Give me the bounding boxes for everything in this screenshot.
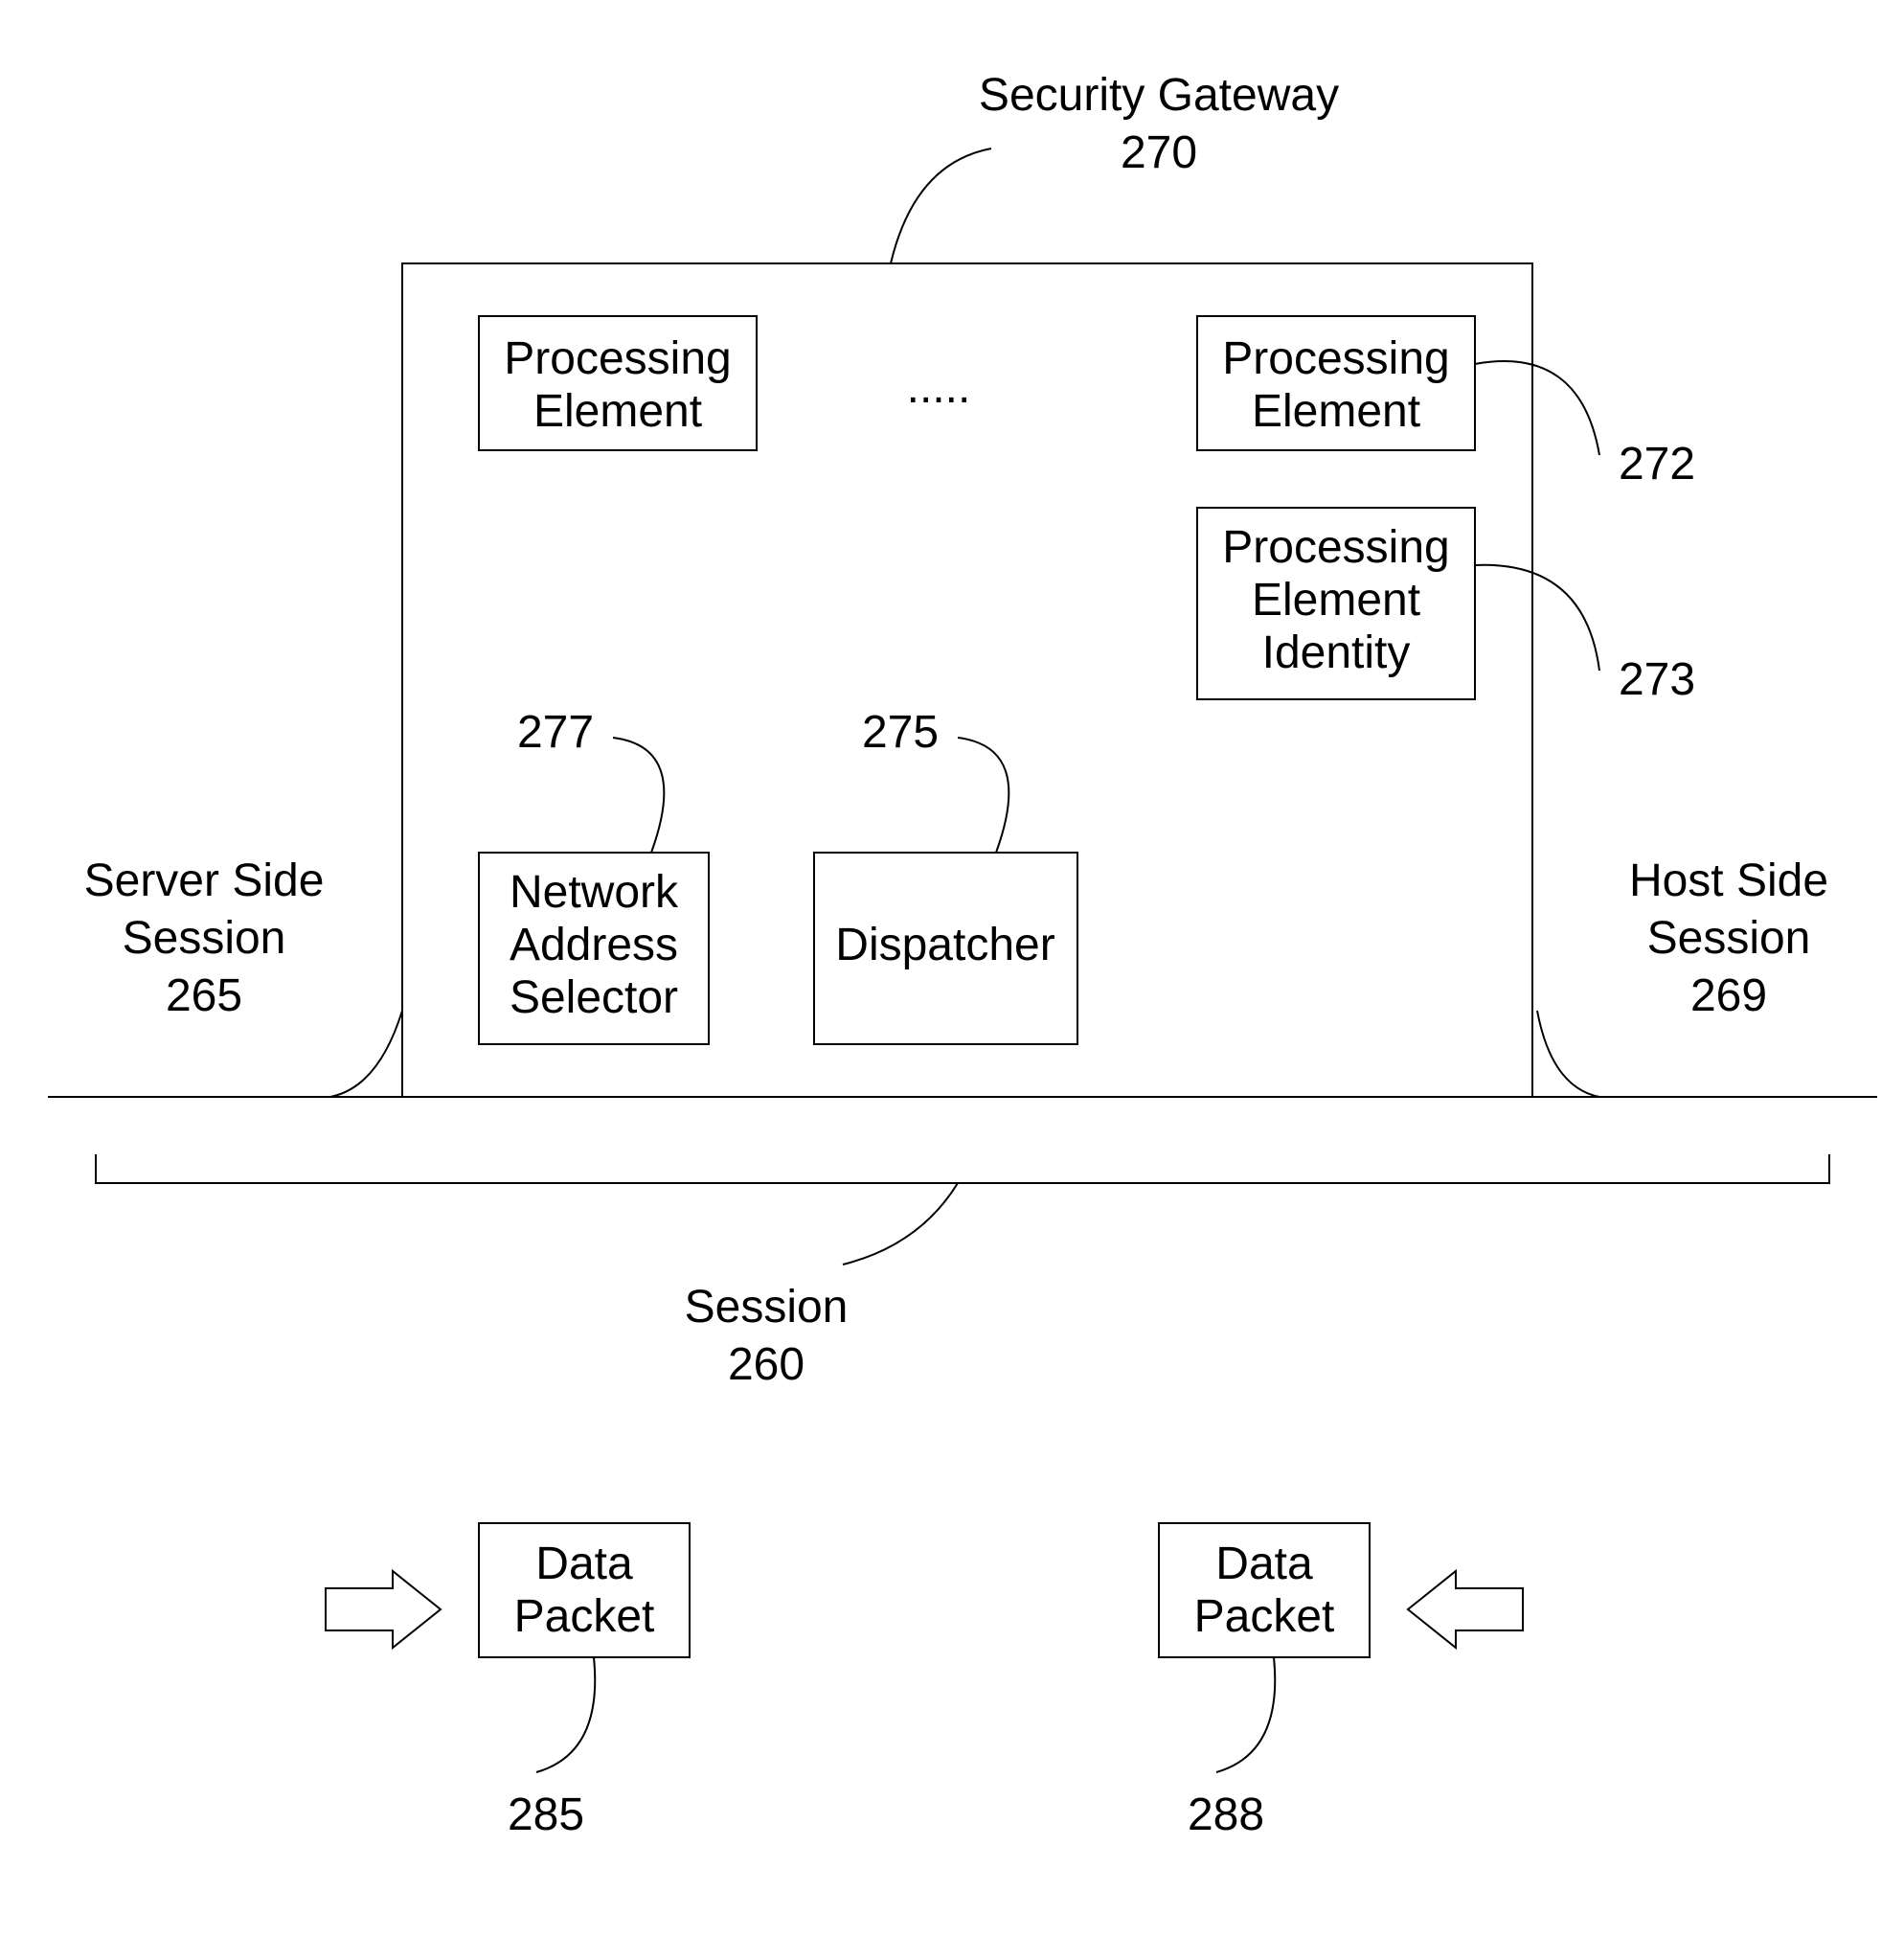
processing-element-right-line1: Processing: [1222, 333, 1449, 384]
tag-273: 273: [1619, 654, 1695, 705]
session-bracket-callout: [843, 1183, 958, 1265]
server-session-callout: [330, 1011, 402, 1097]
data-packet-left-line1: Data: [535, 1538, 633, 1589]
host-side-line3: 269: [1690, 970, 1767, 1021]
data-packet-right-line2: Packet: [1194, 1591, 1335, 1642]
data-packet-right-line1: Data: [1215, 1538, 1313, 1589]
pe-identity-line3: Identity: [1262, 627, 1411, 678]
arrow-left-icon: [1408, 1571, 1523, 1648]
gateway-title-callout: [891, 148, 991, 263]
processing-element-left-line2: Element: [533, 386, 702, 437]
gateway-title-line1: Security Gateway: [979, 70, 1339, 121]
tag-285-callout: [536, 1657, 595, 1772]
pe-identity-line2: Element: [1252, 575, 1420, 626]
tag-285: 285: [508, 1789, 584, 1840]
nas-line1: Network: [510, 867, 679, 918]
host-session-callout: [1537, 1011, 1599, 1097]
host-side-line2: Session: [1647, 913, 1811, 964]
server-side-line3: 265: [166, 970, 242, 1021]
session-bracket: [96, 1154, 1829, 1183]
dispatcher-line1: Dispatcher: [835, 920, 1054, 970]
nas-line2: Address: [510, 920, 678, 970]
tag-277: 277: [517, 707, 594, 758]
tag-275: 275: [862, 707, 939, 758]
data-packet-left-line2: Packet: [514, 1591, 655, 1642]
diagram-root: Security Gateway 270 Processing Element …: [0, 0, 1904, 1960]
session-label: Session: [685, 1282, 849, 1333]
ellipsis-dots: .....: [907, 362, 971, 413]
server-side-line2: Session: [123, 913, 286, 964]
tag-272: 272: [1619, 439, 1695, 490]
server-side-line1: Server Side: [84, 855, 325, 906]
tag-288-callout: [1216, 1657, 1275, 1772]
tag-288: 288: [1188, 1789, 1264, 1840]
processing-element-left-line1: Processing: [504, 333, 731, 384]
nas-line3: Selector: [510, 972, 678, 1023]
pe-identity-line1: Processing: [1222, 522, 1449, 573]
gateway-title-number: 270: [1121, 127, 1197, 178]
session-number: 260: [728, 1339, 805, 1390]
processing-element-right-line2: Element: [1252, 386, 1420, 437]
arrow-right-icon: [326, 1571, 441, 1648]
host-side-line1: Host Side: [1629, 855, 1828, 906]
